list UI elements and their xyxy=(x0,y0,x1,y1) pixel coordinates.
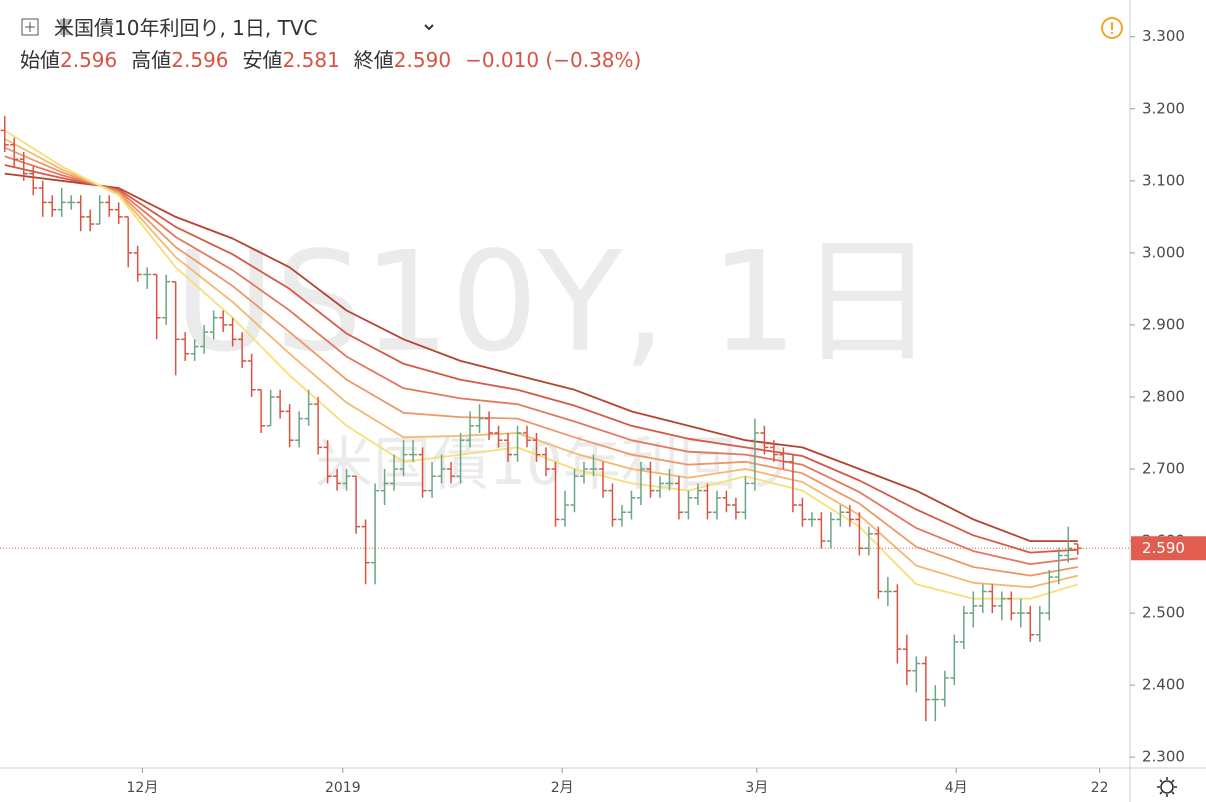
legend-label: 始値 xyxy=(20,48,60,72)
y-tick-label: 2.900 xyxy=(1142,315,1185,333)
plus-sign[interactable] xyxy=(25,22,35,32)
gear-teeth[interactable] xyxy=(1157,777,1177,797)
plus-box[interactable] xyxy=(21,18,39,36)
legend-label: 安値 xyxy=(242,48,283,72)
legend-change: −0.010 (−0.38%) xyxy=(465,48,642,72)
alert-circle[interactable] xyxy=(1101,17,1123,39)
plus-icon[interactable] xyxy=(21,18,39,36)
legend-label: 終値 xyxy=(353,48,394,72)
y-tick-label: 3.200 xyxy=(1142,99,1185,117)
moving-average-line xyxy=(4,172,1078,542)
x-tick-label: 4月 xyxy=(945,780,968,796)
legend-value: 2.581 xyxy=(282,48,340,72)
x-tick-label: 2月 xyxy=(551,780,574,796)
moving-average-line xyxy=(4,146,1078,577)
y-tick-label: 2.300 xyxy=(1142,748,1185,766)
x-tick-label: 3月 xyxy=(745,780,768,796)
legend-label: 高値 xyxy=(131,48,172,72)
moving-average-line xyxy=(4,138,1079,589)
y-tick-label: 2.400 xyxy=(1142,676,1185,694)
ohlc-bars xyxy=(0,115,1082,722)
legend-value: 2.590 xyxy=(393,48,452,72)
gear-body[interactable] xyxy=(1160,780,1174,794)
settings-icon[interactable] xyxy=(1157,777,1177,797)
moving-average-line xyxy=(4,155,1078,565)
alert-icon[interactable] xyxy=(1101,17,1123,39)
title: 米国債10年利回り, 1日, TVC xyxy=(54,16,318,40)
last-price-box xyxy=(1131,536,1206,561)
x-tick-label: 22 xyxy=(1091,780,1109,796)
x-tick-label: 12月 xyxy=(127,780,159,796)
y-tick-label: 3.300 xyxy=(1142,27,1185,45)
symbol-title[interactable]: 米国債10年利回り, 1日, TVC xyxy=(54,12,317,41)
watermark-symbol: US10Y, 1日 xyxy=(174,222,936,383)
y-tick-label: 2.500 xyxy=(1142,604,1185,622)
x-tick-label: 2019 xyxy=(325,780,361,796)
y-tick-label: 3.100 xyxy=(1142,171,1185,189)
ma-ribbon xyxy=(4,129,1079,600)
moving-average-line xyxy=(4,164,1078,554)
dropdown-chevron[interactable] xyxy=(424,24,434,31)
y-tick-label: 3.000 xyxy=(1142,243,1185,261)
legend-value: 2.596 xyxy=(171,48,229,72)
legend-value: 2.596 xyxy=(60,48,118,72)
flag-icon xyxy=(60,19,72,35)
ohlc-legend: 始値2.596 高値2.596 安値2.581 終値2.590 −0.010 (−0.3… xyxy=(20,44,655,73)
y-tick-label: 2.700 xyxy=(1142,460,1185,478)
y-tick-label: 2.800 xyxy=(1142,387,1185,405)
last-price-label: 2.590 xyxy=(1142,539,1185,557)
